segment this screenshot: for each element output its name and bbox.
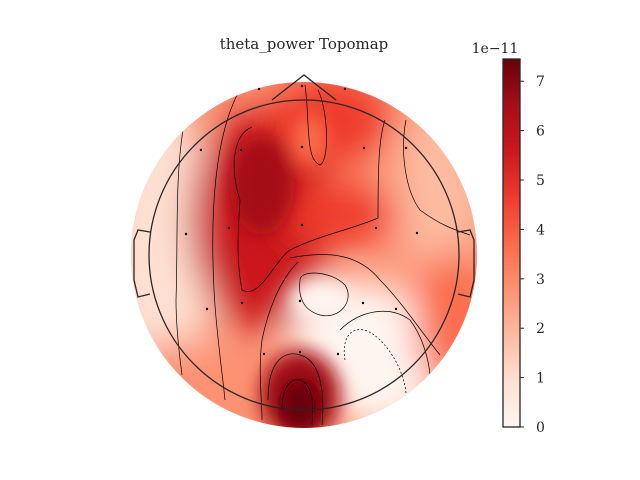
left-ear-outline <box>133 229 151 298</box>
contour-line <box>281 379 314 426</box>
colorbar-ticks: 0 1 2 3 4 5 6 7 <box>520 74 545 436</box>
sensor-marker <box>300 145 304 149</box>
sensor-marker <box>343 87 347 91</box>
colorbar: 1e−11 0 1 2 3 4 5 6 7 <box>472 41 545 436</box>
sensor-marker <box>298 350 302 354</box>
head-outline <box>133 74 475 411</box>
sensor-marker <box>205 307 209 311</box>
contour-line <box>175 129 184 376</box>
colorbar-tick-label: 2 <box>536 321 545 337</box>
colorbar-tick-label: 6 <box>536 124 545 140</box>
sensor-marker <box>300 84 304 88</box>
contour-line <box>212 94 238 401</box>
sensor-marker <box>394 307 398 311</box>
contour-line <box>233 119 386 292</box>
colorbar-tick-label: 0 <box>536 420 545 436</box>
sensor-marker <box>415 231 419 235</box>
topomap-field <box>131 82 477 428</box>
colorbar-tick-label: 3 <box>536 272 545 288</box>
colorbar-multiplier: 1e−11 <box>472 41 519 57</box>
sensor-marker <box>240 301 244 305</box>
contour-line <box>339 310 431 391</box>
sensor-marker <box>362 146 366 150</box>
contour-line <box>289 254 441 356</box>
colorbar-gradient <box>502 58 521 428</box>
contour-line <box>403 119 471 236</box>
sensor-marker <box>239 148 243 152</box>
contour-line <box>259 261 299 421</box>
colorbar-tick-label: 5 <box>536 173 545 189</box>
contour-line <box>299 272 349 317</box>
contour-lines <box>175 84 471 426</box>
sensor-marker <box>227 226 231 230</box>
sensor-marker <box>374 226 378 230</box>
contour-line <box>304 84 327 166</box>
colorbar-tick-label: 7 <box>536 74 545 90</box>
sensor-marker <box>300 223 304 227</box>
chart-title: theta_power Topomap <box>220 35 389 53</box>
contour-line <box>343 329 407 411</box>
contour-line <box>267 353 324 426</box>
sensor-marker <box>262 352 266 356</box>
nose-outline <box>271 74 337 101</box>
colorbar-tick-label: 4 <box>536 222 545 238</box>
sensor-markers <box>184 84 419 356</box>
sensor-marker <box>336 352 340 356</box>
sensor-marker <box>361 301 365 305</box>
sensor-marker <box>404 146 408 150</box>
sensor-marker <box>184 232 188 236</box>
colorbar-tick-label: 1 <box>536 371 545 387</box>
sensor-marker <box>257 87 261 91</box>
right-ear-outline <box>457 229 475 298</box>
sensor-marker <box>298 299 302 303</box>
head-circle <box>148 99 460 411</box>
sensor-marker <box>199 148 203 152</box>
